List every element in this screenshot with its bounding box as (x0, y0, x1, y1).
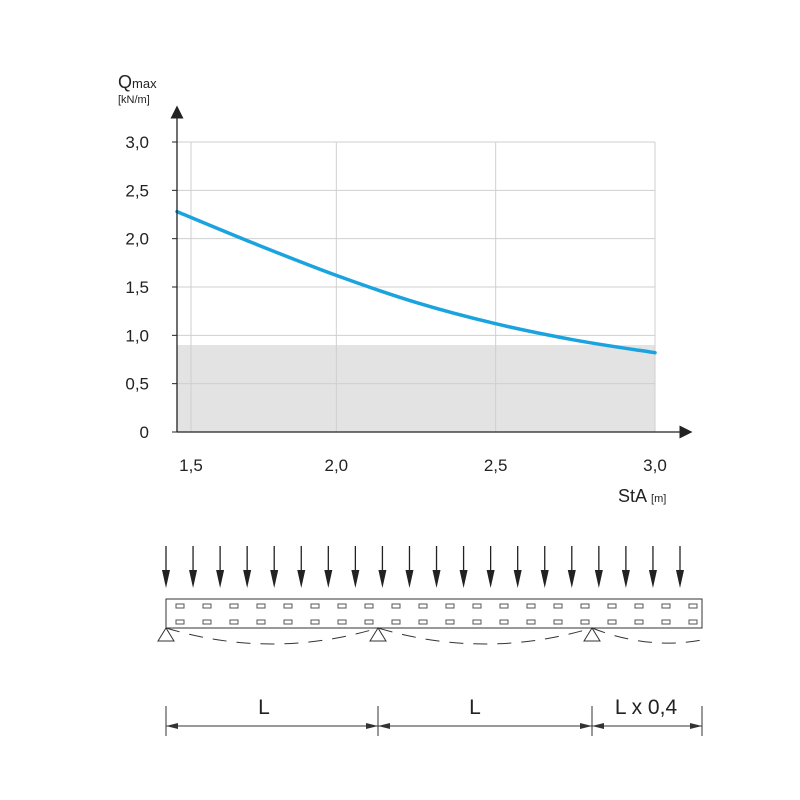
beam-slot (391, 603, 401, 609)
support-triangle (157, 627, 175, 642)
y-tick-label: 2,5 (125, 181, 149, 200)
beam-slot (580, 603, 590, 609)
y-tick-label: 2,0 (125, 230, 149, 249)
beam-slot (688, 619, 698, 625)
beam-slot (688, 603, 698, 609)
load-arrow (459, 546, 468, 588)
load-arrow (405, 546, 414, 588)
load-arrow (676, 546, 684, 588)
beam-slot (661, 603, 671, 609)
load-arrow (378, 546, 387, 588)
load-arrow (297, 546, 306, 588)
beam-slot (175, 619, 185, 625)
beam-slot (661, 619, 671, 625)
x-axis-title: StA [m] (618, 486, 666, 506)
span-label-1: L (258, 696, 270, 719)
y-tick-label: 3,0 (125, 133, 149, 152)
load-arrow (216, 546, 225, 588)
deflection-line (165, 627, 703, 645)
beam-slot (634, 603, 644, 609)
dimension-arrow (580, 723, 592, 729)
beam-slot (472, 603, 482, 609)
load-arrow (486, 546, 495, 588)
load-arrow (567, 546, 576, 588)
support-triangle (583, 627, 601, 642)
load-arrow (324, 546, 333, 588)
load-arrows (162, 546, 684, 588)
dimension-arrow (366, 723, 378, 729)
load-arrow (513, 546, 522, 588)
x-tick-label: 1,5 (179, 456, 203, 475)
y-tick-label: 1,0 (125, 326, 149, 345)
beam (165, 598, 703, 629)
beam-slot (256, 619, 266, 625)
support-triangle (369, 627, 387, 642)
beam-slot (310, 603, 320, 609)
load-arrow (243, 546, 252, 588)
beam-slot (580, 619, 590, 625)
beam-slot (553, 619, 563, 625)
beam-slot (391, 619, 401, 625)
load-arrow (270, 546, 279, 588)
load-arrow (351, 546, 360, 588)
y-axis-unit: [kN/m] (118, 94, 150, 106)
y-tick-label: 0,5 (125, 375, 149, 394)
beam-slot (364, 603, 374, 609)
series-line (175, 209, 657, 355)
span-label-2: L (469, 696, 481, 719)
beam-slot (337, 619, 347, 625)
dimension-arrow (592, 723, 604, 729)
beam-slot (418, 619, 428, 625)
beam-slot (445, 603, 455, 609)
shaded-band (177, 345, 655, 432)
beam-slot (364, 619, 374, 625)
beam-slots (175, 603, 698, 625)
y-axis-title: Qmax (118, 72, 157, 92)
x-tick-label: 2,5 (484, 456, 508, 475)
beam-slot (229, 603, 239, 609)
beam-slot (202, 619, 212, 625)
beam-slot (256, 603, 266, 609)
beam-slot (607, 619, 617, 625)
beam-slot (202, 603, 212, 609)
load-arrow (648, 546, 657, 588)
beam-slot (526, 619, 536, 625)
beam-slot (445, 619, 455, 625)
beam-slot (283, 619, 293, 625)
x-tick-label: 3,0 (643, 456, 667, 475)
beam-slot (310, 619, 320, 625)
dimension-arrow (378, 723, 390, 729)
load-arrow (621, 546, 630, 588)
beam-slot (607, 603, 617, 609)
span-label-3: L x 0,4 (615, 696, 678, 719)
y-tick-label: 1,5 (125, 278, 149, 297)
load-arrow (189, 546, 198, 588)
dimension-lines (165, 706, 703, 736)
beam-slot (418, 603, 428, 609)
load-arrow (162, 546, 170, 588)
beam-slot (175, 603, 185, 609)
beam-slot (283, 603, 293, 609)
beam-slot (472, 619, 482, 625)
y-tick-label: 0 (140, 423, 149, 442)
load-arrow (432, 546, 441, 588)
beam-diagram: L L L x 0,4 (157, 546, 703, 736)
beam-slot (499, 603, 509, 609)
beam-slot (229, 619, 239, 625)
dimension-arrow (690, 723, 702, 729)
dimension-arrow (166, 723, 178, 729)
load-arrow (540, 546, 549, 588)
supports (157, 627, 601, 642)
load-arrow (594, 546, 603, 588)
x-tick-label: 2,0 (325, 456, 349, 475)
beam-slot (553, 603, 563, 609)
beam-slot (526, 603, 536, 609)
beam-slot (499, 619, 509, 625)
beam-slot (634, 619, 644, 625)
beam-slot (337, 603, 347, 609)
